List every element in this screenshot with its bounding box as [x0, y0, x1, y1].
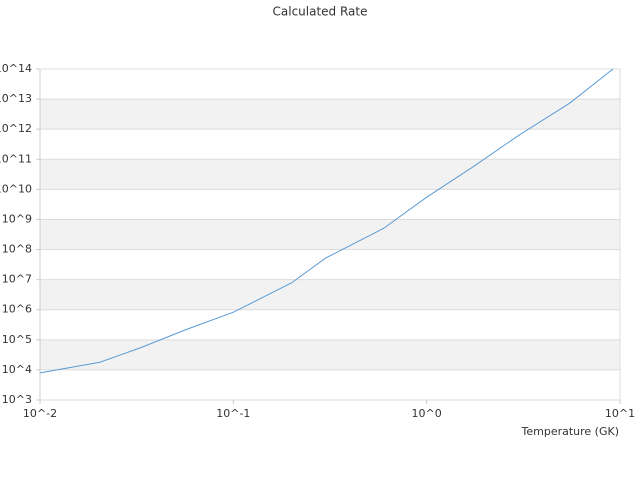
- bands: [40, 99, 620, 370]
- y-tick-label: 10^10: [0, 182, 32, 195]
- grid-band: [40, 219, 620, 250]
- chart-title: Calculated Rate: [273, 5, 368, 19]
- y-tick-label: 10^6: [2, 303, 32, 316]
- y-tick-label: 10^13: [0, 92, 32, 105]
- x-tick-label: 10^-1: [216, 407, 250, 420]
- x-tick-label: 10^-2: [23, 407, 57, 420]
- grid-band: [40, 99, 620, 130]
- line-series: [39, 68, 614, 374]
- grid-band: [40, 159, 620, 190]
- y-tick-label: 10^7: [2, 273, 32, 286]
- x-tick-label: 10^1: [605, 407, 635, 420]
- grid-band: [40, 339, 620, 370]
- y-tick-label: 10^9: [2, 212, 32, 225]
- y-tick-label: 10^5: [2, 333, 32, 346]
- y-tick-label: 10^14: [0, 62, 32, 75]
- x-tick-label: 10^0: [412, 407, 442, 420]
- y-tick-label: 10^3: [2, 393, 32, 406]
- y-tick-label: 10^11: [0, 152, 32, 165]
- x-axis-label: Temperature (GK): [521, 425, 620, 438]
- y-tick-label: 10^12: [0, 122, 32, 135]
- y-tick-label: 10^8: [2, 243, 32, 256]
- grid-band: [40, 279, 620, 310]
- y-tick-label: 10^4: [2, 363, 32, 376]
